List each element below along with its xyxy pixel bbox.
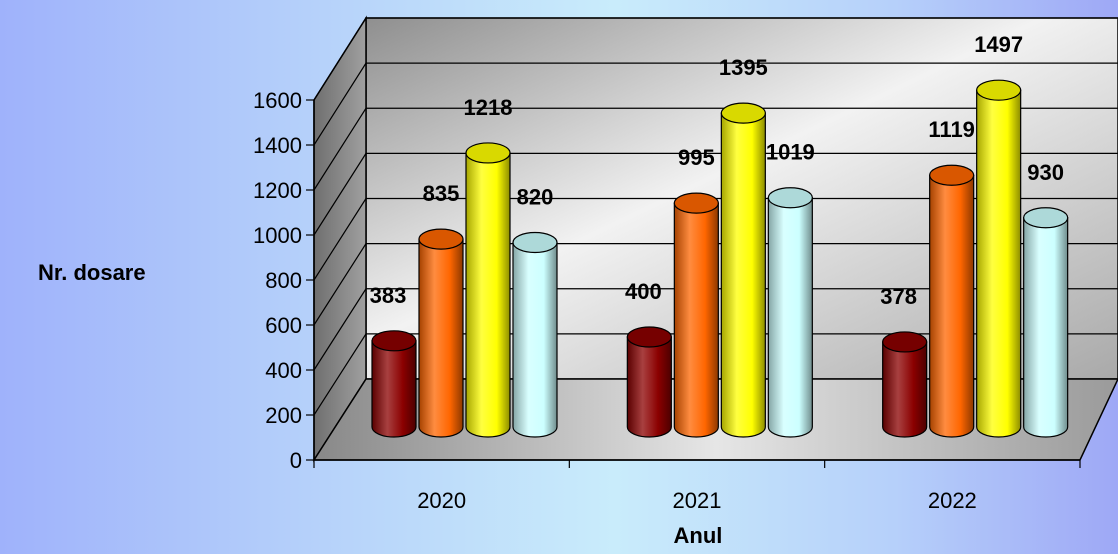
data-label: 1395	[719, 55, 768, 80]
gridline	[313, 333, 1118, 416]
bar-body	[371, 340, 417, 438]
bar-2022-series-4	[1023, 207, 1069, 438]
data-label: 835	[423, 181, 460, 206]
bar-top	[371, 330, 417, 352]
bar-body	[720, 112, 766, 438]
bar-2021-series-1	[626, 326, 672, 438]
bar-top	[882, 331, 928, 353]
bar-2020-series-2	[418, 228, 464, 438]
bar-2022-series-3	[976, 79, 1022, 438]
data-label: 383	[370, 283, 407, 308]
y-tick-label: 1400	[253, 133, 302, 158]
y-tick-label: 1200	[253, 178, 302, 203]
gridline	[313, 62, 1118, 146]
bar-top	[673, 192, 719, 214]
x-tick-label: 2020	[417, 488, 466, 513]
bar-2020-series-4	[512, 231, 558, 438]
bar-top	[720, 102, 766, 124]
bar-body	[512, 241, 558, 438]
gridline	[313, 107, 1118, 191]
data-label: 1497	[974, 32, 1023, 57]
x-axis-title: Anul	[674, 523, 723, 548]
data-label: 820	[517, 185, 554, 210]
x-tick-label: 2021	[673, 488, 722, 513]
bar-top	[976, 79, 1022, 101]
x-tick-label: 2022	[928, 488, 977, 513]
data-label: 400	[625, 279, 662, 304]
data-label: 995	[678, 145, 715, 170]
bar-top	[418, 228, 464, 250]
y-axis-title: Nr. dosare	[38, 260, 146, 285]
bar-body	[767, 197, 813, 438]
y-tick-label: 0	[290, 448, 302, 473]
bar-top	[626, 326, 672, 348]
data-label: 1218	[464, 95, 513, 120]
gridline	[313, 243, 1118, 326]
bar-body	[1023, 217, 1069, 438]
y-tick-label: 800	[265, 268, 302, 293]
bar-2020-series-1	[371, 330, 417, 438]
bar-body	[418, 238, 464, 438]
bar-body	[976, 89, 1022, 438]
data-label: 1119	[928, 117, 975, 142]
bar-2021-series-3	[720, 102, 766, 438]
data-label: 378	[880, 284, 917, 309]
bar-2020-series-3	[465, 142, 511, 438]
bar-top	[1023, 207, 1069, 229]
gridline	[313, 197, 1118, 281]
gridline	[313, 152, 1118, 236]
y-tick-label: 1000	[253, 223, 302, 248]
y-tick-label: 400	[265, 358, 302, 383]
bar-body	[882, 341, 928, 438]
bar-2021-series-2	[673, 192, 719, 438]
bar-top	[767, 187, 813, 209]
data-label: 1019	[766, 140, 815, 165]
gridline	[313, 288, 1118, 371]
bar-top	[465, 142, 511, 164]
bar-top	[929, 164, 975, 186]
bar-2022-series-2	[929, 164, 975, 438]
bar-body	[626, 336, 672, 438]
y-tick-label: 600	[265, 313, 302, 338]
bar-2022-series-1	[882, 331, 928, 438]
bar-body	[465, 152, 511, 438]
bar-body	[673, 202, 719, 438]
y-tick-label: 1600	[253, 88, 302, 113]
data-label: 930	[1027, 160, 1064, 185]
bar-2021-series-4	[767, 187, 813, 438]
bar-body	[929, 174, 975, 438]
gridline	[313, 17, 1118, 101]
bar-top	[512, 231, 558, 254]
y-tick-label: 200	[265, 403, 302, 428]
